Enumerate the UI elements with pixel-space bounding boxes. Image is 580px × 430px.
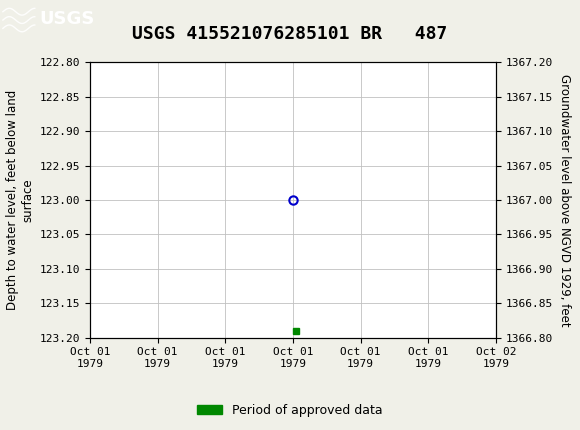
Y-axis label: Groundwater level above NGVD 1929, feet: Groundwater level above NGVD 1929, feet — [559, 74, 571, 326]
Y-axis label: Depth to water level, feet below land
surface: Depth to water level, feet below land su… — [6, 90, 34, 310]
Text: USGS: USGS — [39, 10, 95, 28]
Text: USGS 415521076285101 BR   487: USGS 415521076285101 BR 487 — [132, 25, 448, 43]
Legend: Period of approved data: Period of approved data — [192, 399, 388, 421]
